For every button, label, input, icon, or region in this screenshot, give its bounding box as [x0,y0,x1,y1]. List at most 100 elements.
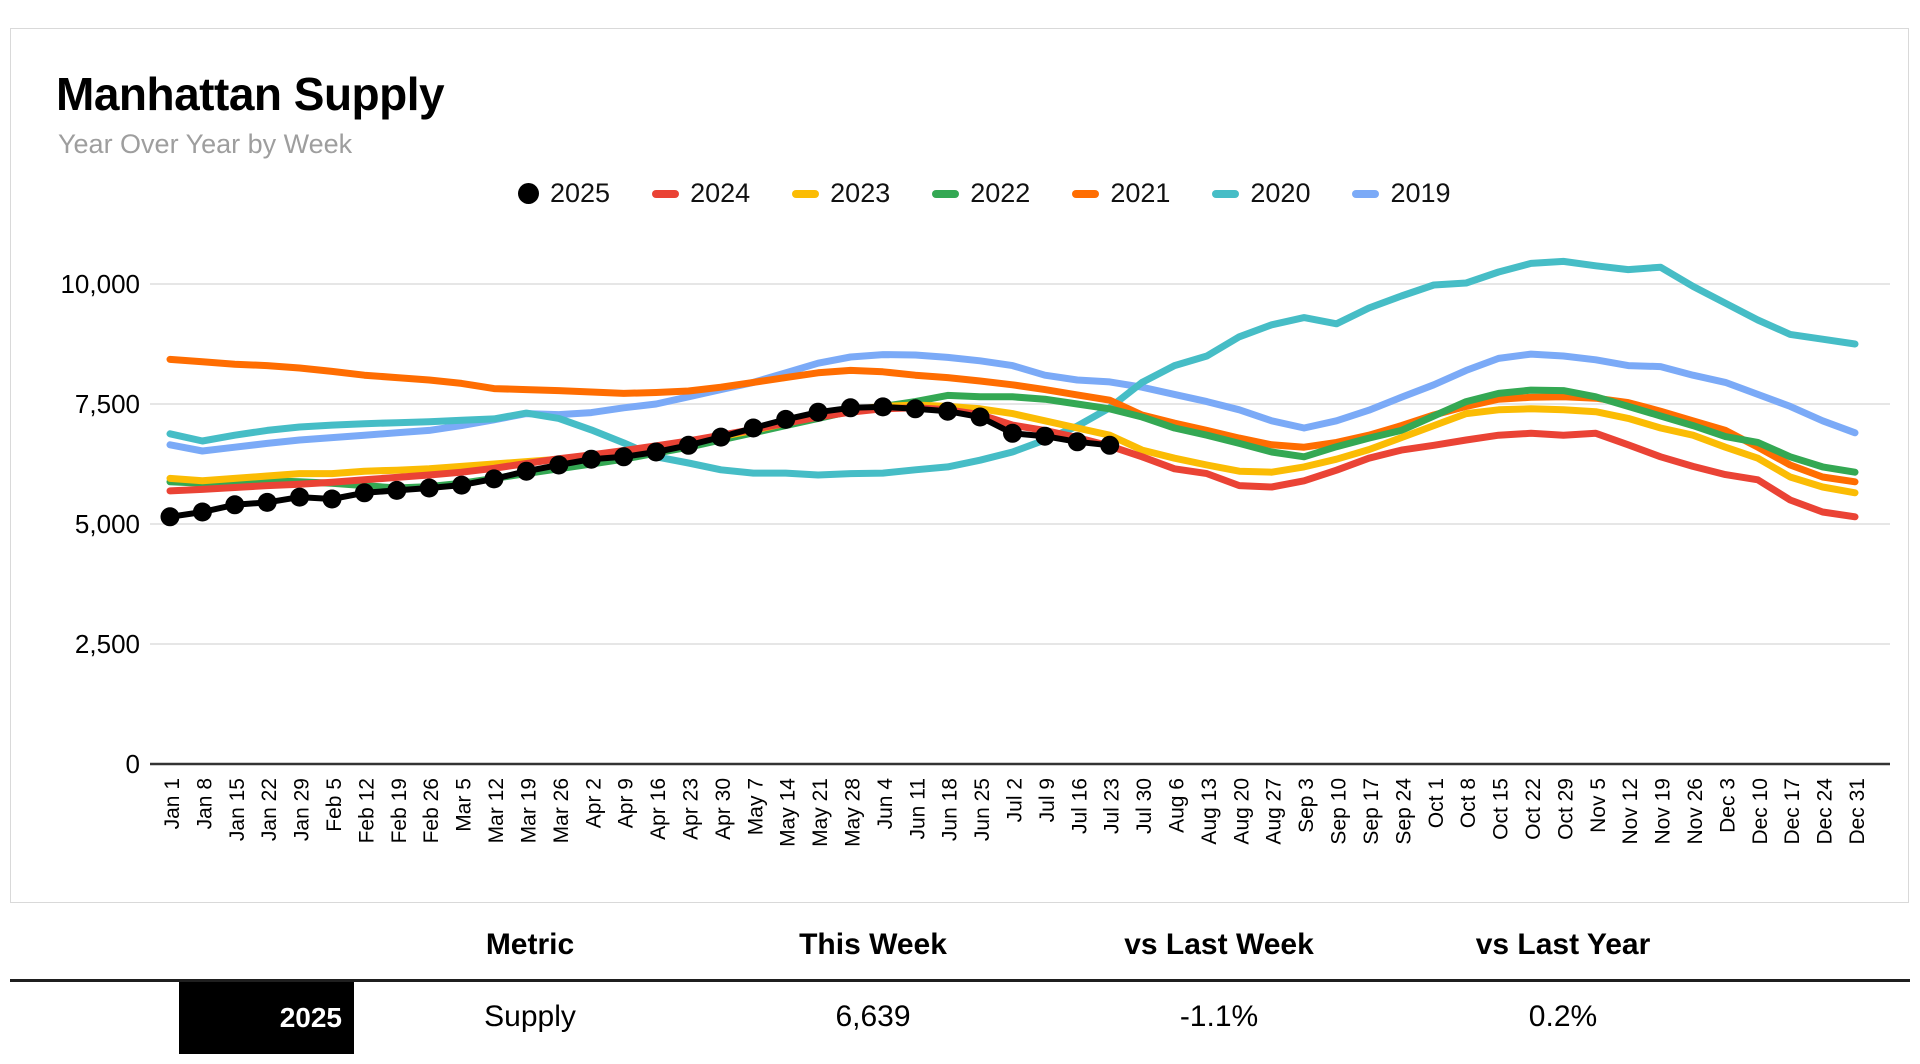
series-point-2025 [873,397,893,417]
series-point-2025 [484,469,504,489]
legend-label: 2019 [1390,178,1451,208]
x-tick-label: Oct 22 [1522,778,1545,840]
x-tick-label: Sep 10 [1328,778,1351,845]
series-point-2025 [160,507,180,527]
legend-marker-icon [932,189,960,198]
x-tick-label: Mar 19 [517,778,540,843]
x-tick-label: Aug 27 [1263,778,1286,845]
x-tick-label: May 21 [809,778,832,847]
series-point-2025 [1067,432,1087,452]
legend-label: 2022 [970,178,1031,208]
series-point-2025 [938,401,958,421]
x-tick-label: Apr 9 [615,778,638,828]
x-tick-label: Feb 12 [355,778,378,843]
x-tick-label: Dec 24 [1814,778,1837,845]
y-tick-label: 2,500 [75,629,140,659]
series-point-2025 [225,495,245,515]
cell-vs-last-week: -1.1% [1179,1000,1259,1033]
supply-line-chart: 0 2,500 5,000 7,500 10,000 Jan 1 Jan 8 Jan 15 Ja… [60,257,1890,847]
legend-marker-icon [1072,189,1100,198]
series-point-2025 [1003,423,1022,443]
x-tick-label: Nov 12 [1619,778,1642,845]
x-tick-label: Feb 5 [323,778,346,832]
col-header-metric: Metric [485,928,575,961]
x-tick-label: Sep 17 [1360,778,1383,845]
series-point-2025 [192,502,212,522]
legend-marker-icon [652,189,680,198]
x-tick-label: Jul 2 [1004,778,1027,822]
x-tick-label: Dec 10 [1749,778,1772,845]
legend-item-2021: 2021 [1072,178,1170,209]
x-tick-label: Jan 15 [226,778,249,841]
x-tick-label: May 28 [841,778,864,847]
legend-item-2024: 2024 [652,178,750,209]
legend-item-2023: 2023 [792,178,890,209]
legend-label: 2024 [690,178,751,208]
series-point-2025 [354,483,374,503]
y-tick-label: 7,500 [75,389,140,419]
legend-item-2020: 2020 [1212,178,1310,209]
series-point-2025 [322,489,342,509]
x-tick-label: Apr 30 [712,778,735,840]
x-tick-label: Jun 4 [874,778,897,830]
series-line-2020 [166,257,1859,479]
series-point-2025 [614,447,634,467]
x-tick-label: Oct 29 [1554,778,1577,840]
series-point-2025 [646,442,666,462]
series-point-2025 [290,487,310,507]
x-tick-label: Mar 12 [485,778,508,843]
x-tick-label: Apr 2 [582,778,605,828]
y-tick-label: 5,000 [75,509,140,539]
legend-label: 2020 [1250,178,1311,208]
legend-label: 2021 [1110,178,1171,208]
legend-label: 2023 [830,178,891,208]
x-tick-label: Jun 18 [939,778,962,841]
x-tick-label: Jul 9 [1036,778,1059,822]
series-point-2025 [905,399,925,419]
series-point-2025 [516,461,536,481]
legend-marker-icon [1352,189,1380,198]
x-tick-label: Sep 3 [1295,778,1318,833]
series-point-2025 [1035,426,1055,446]
x-tick-label: Sep 24 [1392,778,1415,845]
series-point-2025 [776,409,796,429]
table-header-rule [10,979,1910,982]
series-point-2025 [419,478,439,498]
series-point-2025 [549,455,569,475]
x-tick-label: Jun 11 [906,778,929,840]
cell-this-week: 6,639 [835,1000,911,1033]
col-header-vs-last-week: vs Last Week [1124,928,1314,961]
x-tick-label: Jun 25 [971,778,994,841]
x-tick-label: Mar 26 [550,778,573,843]
y-tick-label: 10,000 [60,269,140,299]
x-tick-label: Dec 17 [1781,778,1804,845]
x-tick-label: Nov 19 [1652,778,1675,845]
x-tick-label: Oct 1 [1425,778,1448,828]
series-point-2025 [679,435,698,455]
series-point-2025 [970,407,990,427]
series-point-2025 [711,427,731,447]
series-point-2025 [257,492,277,512]
series-point-2025 [387,480,407,500]
x-tick-label: Jan 29 [291,778,314,841]
series-point-2025 [841,398,860,418]
series-point-2025 [743,418,763,438]
chart-title: Manhattan Supply [56,68,445,120]
x-tick-label: Feb 26 [420,778,443,843]
row-year-badge: 2025 [179,982,354,1054]
x-tick-label: Aug 13 [1198,778,1221,845]
legend-marker-icon [518,183,539,204]
x-tick-label: Dec 3 [1716,778,1739,833]
x-tick-label: Oct 8 [1457,778,1480,828]
series-point-2025 [808,402,828,422]
legend-marker-icon [792,189,820,198]
x-tick-label: Mar 5 [453,778,476,832]
series-line-2021 [166,355,1859,486]
legend-item-2022: 2022 [932,178,1030,209]
x-tick-label: Nov 26 [1684,778,1707,845]
x-tick-label: Jan 8 [193,778,216,829]
legend-marker-icon [1212,189,1240,198]
x-tick-label: May 14 [777,778,800,847]
x-tick-label: Aug 20 [1230,778,1253,845]
x-tick-label: Jan 1 [161,778,184,829]
